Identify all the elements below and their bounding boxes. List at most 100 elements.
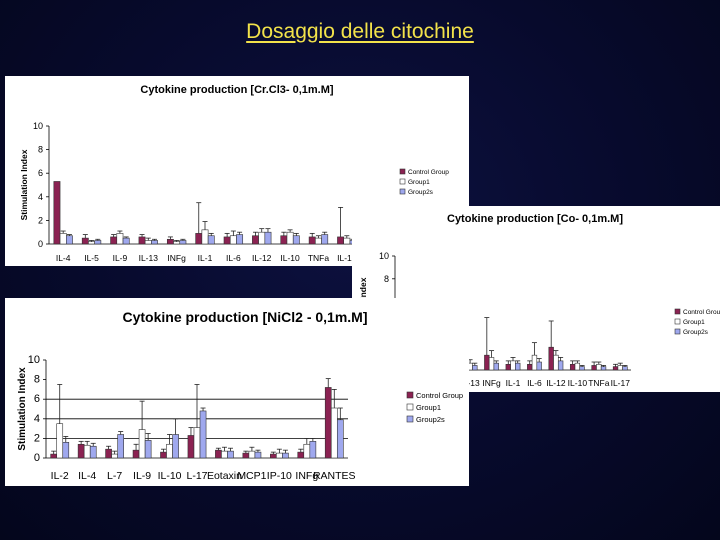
category-label: Eotaxin xyxy=(207,470,242,482)
legend-swatch xyxy=(406,403,414,411)
bar xyxy=(297,451,305,459)
bar xyxy=(515,362,521,371)
bar xyxy=(193,427,201,459)
category-label: IL-6 xyxy=(527,378,542,388)
category-label: IP-10 xyxy=(267,470,292,482)
category-label: IL-13 xyxy=(139,253,159,263)
bar xyxy=(258,231,266,245)
legend-entry: Group2s xyxy=(683,329,709,336)
bar xyxy=(569,364,576,371)
bar xyxy=(308,236,316,245)
category-label: IL-10 xyxy=(280,253,300,263)
bar xyxy=(179,240,187,245)
bar xyxy=(574,362,581,371)
category-label: IL-10 xyxy=(158,470,182,482)
bar xyxy=(221,450,228,459)
y-tick-label: 4 xyxy=(34,413,40,425)
y-tick-label: 0 xyxy=(34,452,40,464)
bar xyxy=(117,434,124,459)
bar xyxy=(66,235,73,245)
bar xyxy=(612,366,619,371)
bar xyxy=(292,235,300,245)
bar xyxy=(144,440,152,459)
bar xyxy=(94,240,102,245)
bar xyxy=(484,354,490,371)
bar xyxy=(591,365,597,371)
bar xyxy=(553,354,559,371)
bar xyxy=(315,237,322,245)
category-label: IL-12 xyxy=(546,378,566,388)
category-label: IL-1 xyxy=(506,378,521,388)
slide-title: Dosaggio delle citochine xyxy=(246,20,474,43)
legend-swatch xyxy=(406,415,414,423)
category-label: IL-9 xyxy=(133,470,151,482)
legend-swatch xyxy=(399,188,406,195)
bar xyxy=(187,435,195,459)
bar xyxy=(536,361,542,371)
bar xyxy=(557,360,564,371)
bar xyxy=(132,449,140,459)
category-label: L-17 xyxy=(186,470,207,482)
bar xyxy=(105,448,112,459)
bar xyxy=(59,233,67,245)
bar xyxy=(110,236,118,245)
bar xyxy=(144,240,152,245)
bar xyxy=(81,237,89,245)
chart-title: Cytokine production [Co- 0,1m.M] xyxy=(447,213,623,225)
bar xyxy=(195,233,203,245)
bar xyxy=(83,444,91,459)
bar xyxy=(151,240,158,245)
bar xyxy=(166,238,174,245)
chart-nicl2: Cytokine production [NiCl2 - 0,1m.M] Stim… xyxy=(17,309,463,482)
bar xyxy=(264,231,272,245)
bar xyxy=(138,236,146,245)
bar xyxy=(324,387,332,459)
bar xyxy=(53,181,61,245)
y-tick-label: 4 xyxy=(38,192,43,202)
bar xyxy=(286,231,294,245)
legend-entry: Group1 xyxy=(416,403,441,412)
bar xyxy=(488,357,495,371)
category-label: IL-4 xyxy=(56,253,71,263)
bar xyxy=(116,233,124,245)
category-label: INFg xyxy=(167,253,186,263)
legend-entry: Control Group xyxy=(416,391,463,400)
legend-swatch xyxy=(674,328,681,335)
legend-entry: Group2s xyxy=(408,189,434,196)
bar xyxy=(510,360,516,371)
legend-entry: Group2s xyxy=(416,415,445,424)
bar xyxy=(531,354,538,371)
category-label: INFg xyxy=(295,470,318,482)
bar xyxy=(160,451,167,459)
y-axis-label: Stimulation Index xyxy=(17,367,28,451)
y-tick-label: 8 xyxy=(38,145,43,155)
y-tick-label: 2 xyxy=(34,432,40,444)
bar xyxy=(173,241,181,245)
bar xyxy=(622,366,628,371)
y-tick-label: 8 xyxy=(34,374,40,386)
y-axis-label: Stimulation Index xyxy=(19,149,29,220)
bar xyxy=(472,365,478,371)
bar xyxy=(527,364,533,371)
legend-swatch xyxy=(674,308,681,315)
category-label: IL-6 xyxy=(226,253,241,263)
bar xyxy=(56,423,64,459)
legend-swatch xyxy=(399,168,406,175)
bar xyxy=(122,237,130,245)
category-label: TNFa xyxy=(588,378,610,388)
bar xyxy=(248,450,256,459)
y-tick-label: 10 xyxy=(33,121,43,131)
y-tick-label: 6 xyxy=(38,168,43,178)
bar xyxy=(229,235,237,245)
bar xyxy=(493,362,499,371)
bar xyxy=(199,410,207,459)
category-label: IL-13 xyxy=(460,378,480,388)
bar xyxy=(282,452,289,459)
bar xyxy=(330,407,338,459)
bar xyxy=(321,234,329,245)
chart-panel-nicl2: Cytokine production [NiCl2 - 0,1m.M] Stim… xyxy=(5,298,469,486)
bar xyxy=(236,234,244,245)
bar xyxy=(276,452,283,459)
y-tick-label: 6 xyxy=(34,393,40,405)
bar xyxy=(166,443,173,459)
